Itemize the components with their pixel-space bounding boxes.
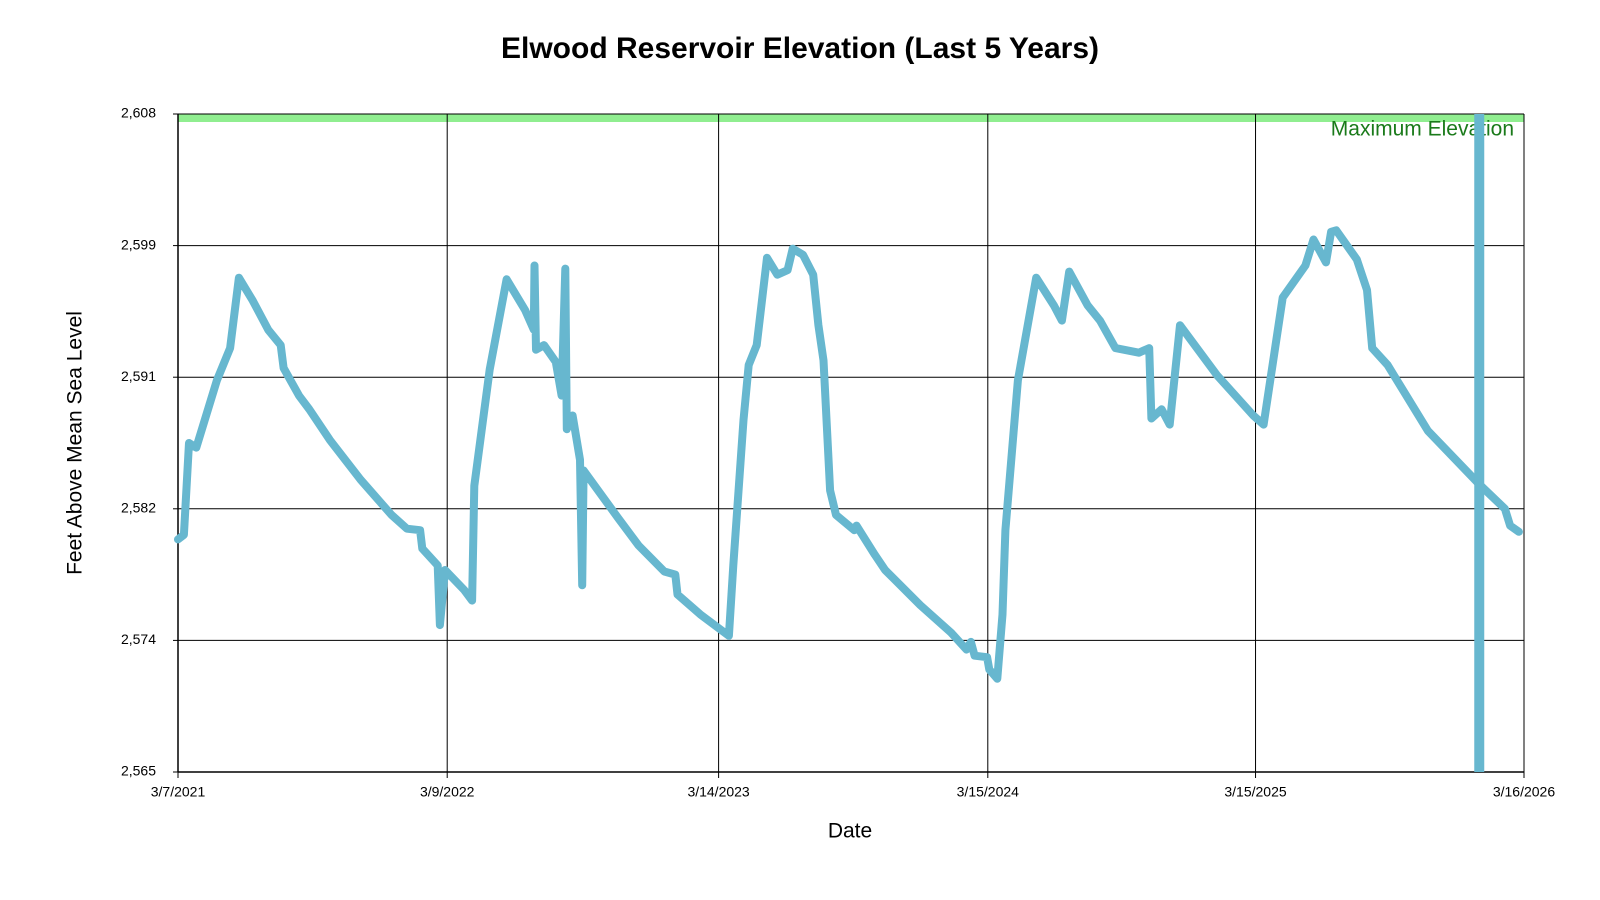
x-tick-label: 3/14/2023 [687, 784, 749, 800]
y-tick-label: 2,574 [121, 631, 156, 647]
max-elevation-band [178, 114, 1524, 122]
x-tick-label: 3/15/2025 [1224, 784, 1286, 800]
x-tick-label: 3/15/2024 [957, 784, 1019, 800]
chart-title: Elwood Reservoir Elevation (Last 5 Years… [501, 32, 1099, 65]
y-tick-label: 2,582 [121, 500, 156, 516]
x-tick-label: 3/7/2021 [151, 784, 206, 800]
y-tick-label: 2,608 [121, 105, 156, 121]
x-tick-label: 3/9/2022 [420, 784, 475, 800]
y-tick-label: 2,599 [121, 236, 156, 252]
x-axis-label: Date [828, 820, 872, 843]
max-elevation-label: Maximum Elevation [1331, 118, 1514, 141]
y-tick-label: 2,591 [121, 368, 156, 384]
y-tick-label: 2,565 [121, 763, 156, 779]
elevation-line [174, 226, 1523, 683]
y-axis-label: Feet Above Mean Sea Level [64, 311, 87, 575]
x-tick-label: 3/16/2026 [1493, 784, 1555, 800]
